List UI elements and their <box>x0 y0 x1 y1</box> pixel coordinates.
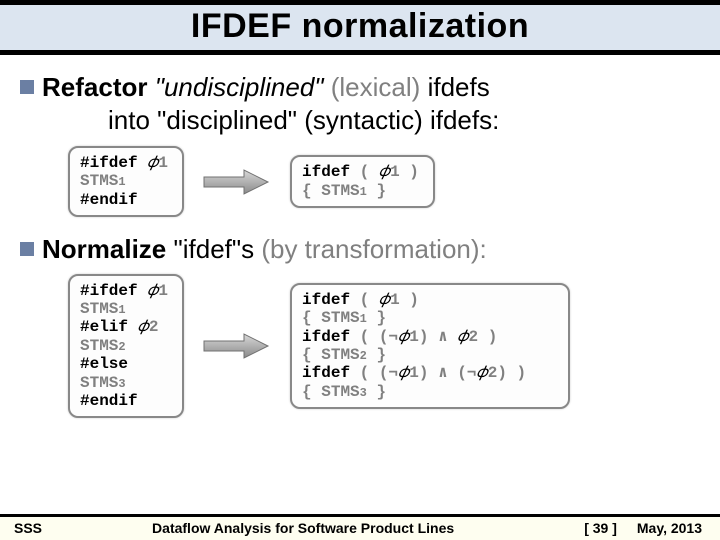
bullet-1-text: Refactor "undisciplined" (lexical) ifdef… <box>42 71 490 104</box>
figure-row-1: #ifdef 𝜙1 STMS1 #endif ifdef ( 𝜙1 ) { ST… <box>68 146 700 217</box>
bullet-1-tail1: ifdefs <box>428 72 490 102</box>
bullet-1-line2a: into <box>108 105 150 135</box>
code-box-1-right: ifdef ( 𝜙1 ) { STMS1 } <box>290 155 435 208</box>
code-box-1-left: #ifdef 𝜙1 STMS1 #endif <box>68 146 184 217</box>
bullet-square-icon <box>20 80 34 94</box>
bullet-2: Normalize "ifdef"s (by transformation): <box>20 233 700 266</box>
bullet-2-tail: (by transformation): <box>261 234 486 264</box>
arrow-2 <box>202 331 272 361</box>
slide-title: IFDEF normalization <box>0 7 720 46</box>
code-box-2-right: ifdef ( 𝜙1 ) { STMS1 } ifdef ( (¬𝜙1) ∧ 𝜙… <box>290 283 570 409</box>
bullet-1-quote2: "disciplined" <box>157 105 297 135</box>
bullet-2-text: Normalize "ifdef"s (by transformation): <box>42 233 487 266</box>
footer-right: May, 2013 <box>637 520 702 536</box>
bullet-2-lead: Normalize <box>42 234 166 264</box>
footer-center: Dataflow Analysis for Software Product L… <box>42 520 564 536</box>
code-2-right-text: ifdef ( 𝜙1 ) { STMS1 } ifdef ( (¬𝜙1) ∧ 𝜙… <box>302 291 526 401</box>
bullet-1-line2: into "disciplined" (syntactic) ifdefs: <box>108 104 700 137</box>
code-2-left-text: #ifdef 𝜙1 STMS1 #elif 𝜙2 STMS2 #else STM… <box>80 282 168 410</box>
code-1-right-text: ifdef ( 𝜙1 ) { STMS1 } <box>302 163 419 199</box>
figure-row-2: #ifdef 𝜙1 STMS1 #elif 𝜙2 STMS2 #else STM… <box>68 274 700 419</box>
bullet-1-quote1: "undisciplined" <box>155 72 324 102</box>
bullet-1: Refactor "undisciplined" (lexical) ifdef… <box>20 71 700 104</box>
code-box-2-left: #ifdef 𝜙1 STMS1 #elif 𝜙2 STMS2 #else STM… <box>68 274 184 419</box>
bullet-square-icon <box>20 242 34 256</box>
footer-page: [ 39 ] <box>584 520 617 536</box>
bullet-1-paren2: (syntactic) <box>304 105 422 135</box>
arrow-1 <box>202 167 272 197</box>
title-band: IFDEF normalization <box>0 2 720 55</box>
bullet-2-quote: "ifdef"s <box>174 234 255 264</box>
code-1-left-text: #ifdef 𝜙1 STMS1 #endif <box>80 154 168 209</box>
bullet-1-tail2: ifdefs: <box>430 105 499 135</box>
bullet-1-lead: Refactor <box>42 72 147 102</box>
arrow-icon <box>202 167 272 197</box>
content-area: Refactor "undisciplined" (lexical) ifdef… <box>0 55 720 418</box>
footer: SSS Dataflow Analysis for Software Produ… <box>0 514 720 540</box>
arrow-icon <box>202 331 272 361</box>
bullet-1-paren1: (lexical) <box>331 72 421 102</box>
footer-left: SSS <box>14 520 42 536</box>
